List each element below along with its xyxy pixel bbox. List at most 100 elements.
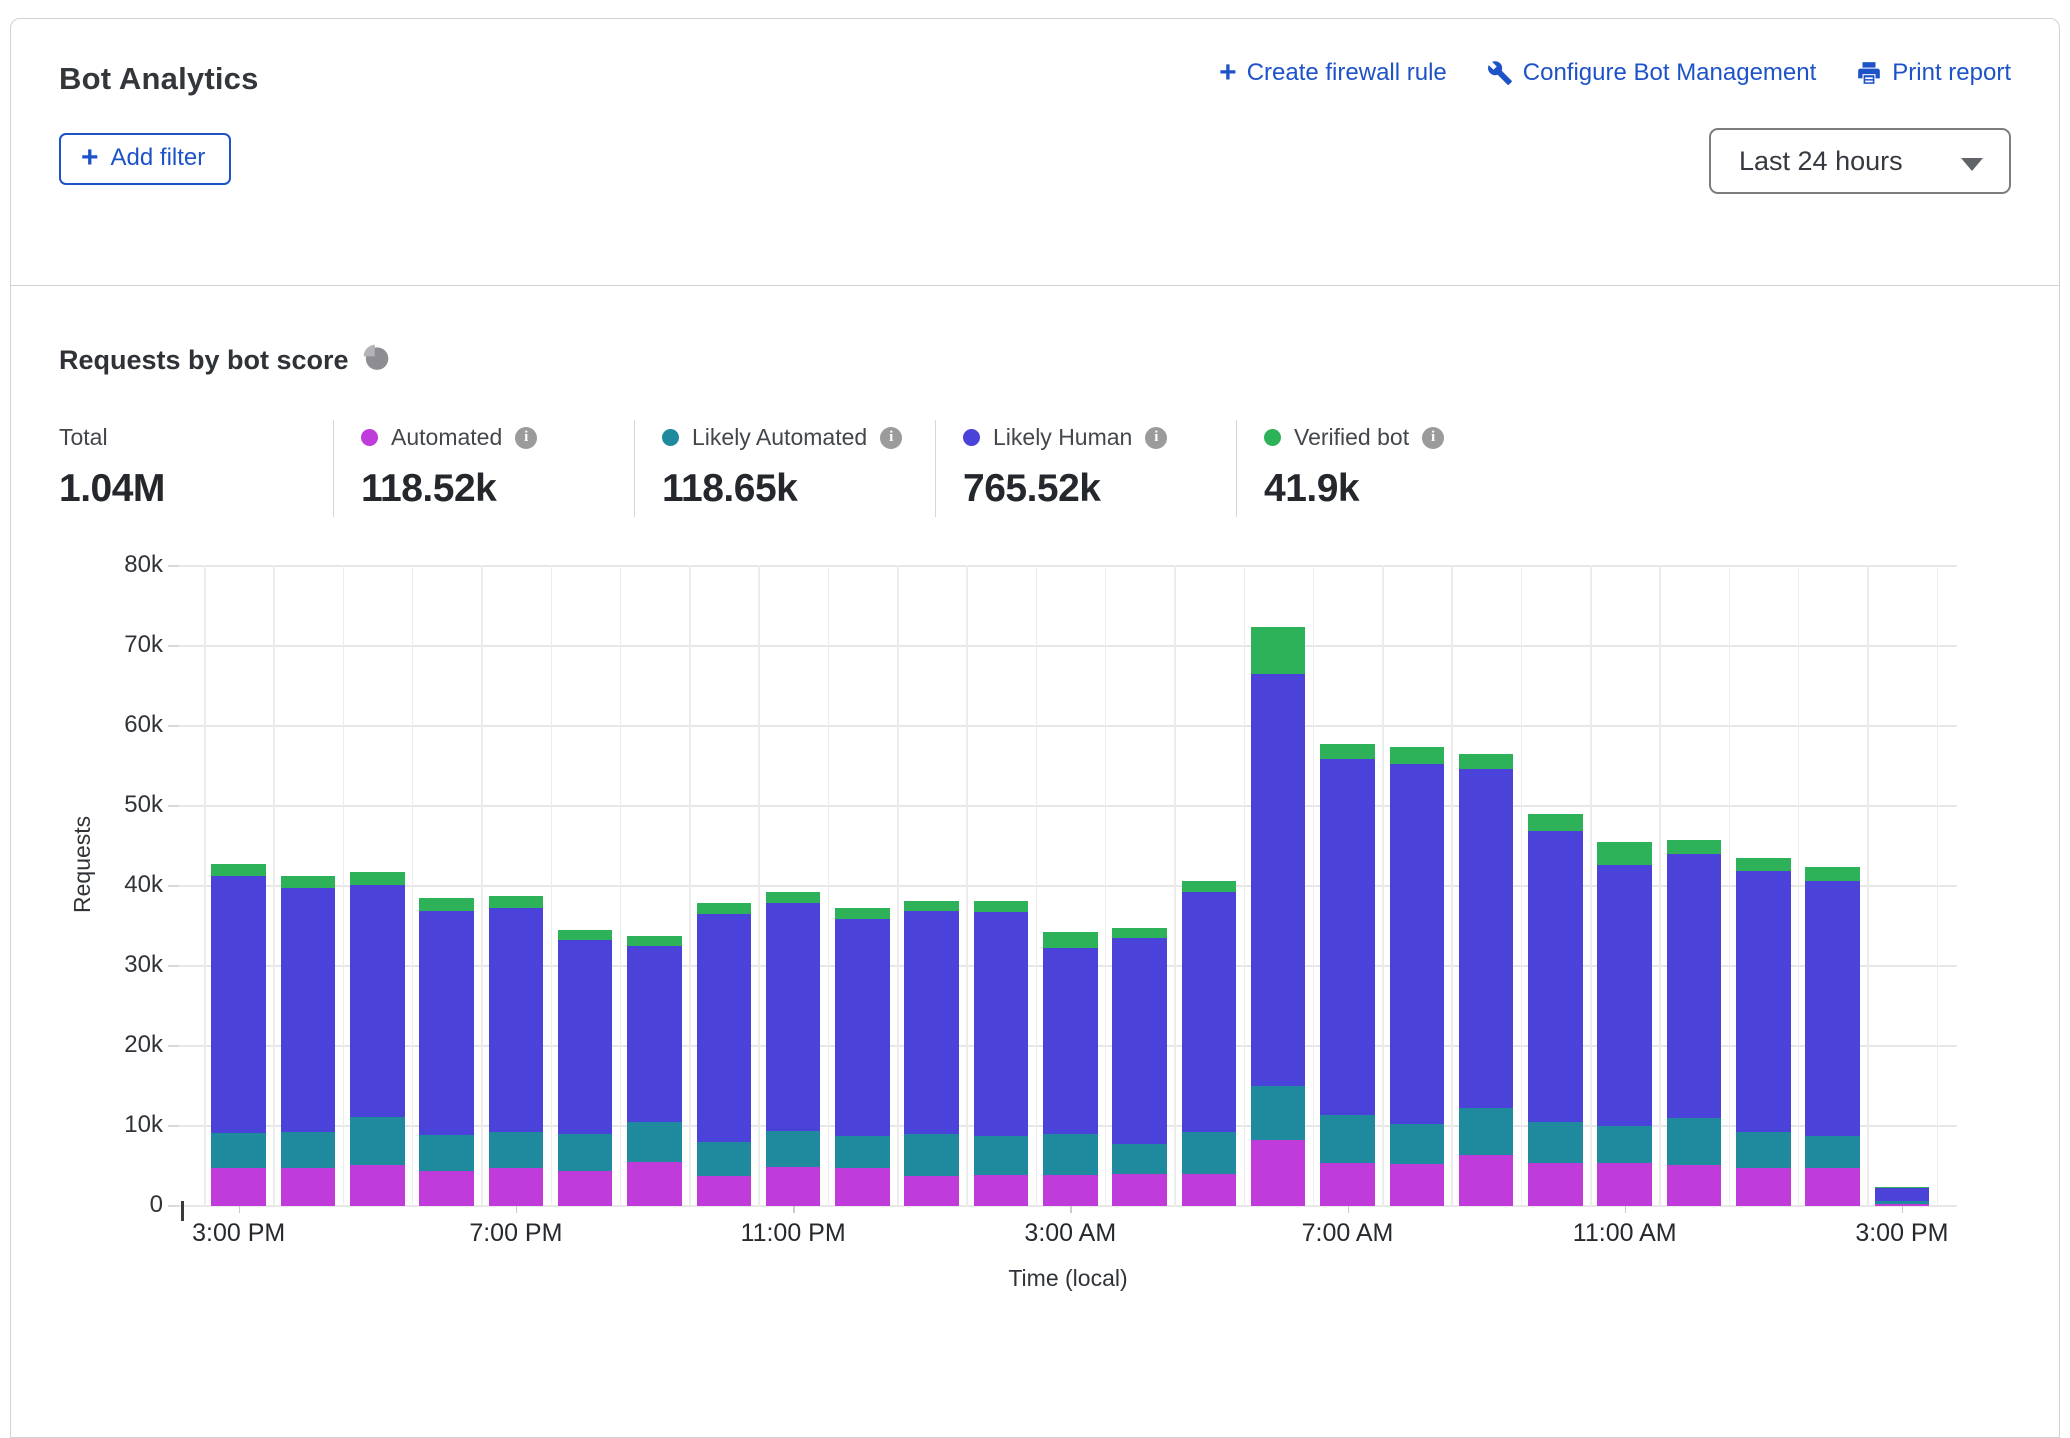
bar[interactable] [1528,814,1583,1206]
stat-automated[interactable]: Automated i 118.52k [333,420,634,517]
bar-segment[interactable] [1805,1168,1860,1206]
bar-segment[interactable] [1805,1136,1860,1168]
bar-segment[interactable] [1390,1124,1445,1164]
bar-segment[interactable] [1597,1163,1652,1206]
bar[interactable] [1390,747,1445,1206]
bar-segment[interactable] [1043,1134,1098,1175]
bar-segment[interactable] [974,1175,1029,1206]
bar[interactable] [835,908,890,1206]
bar[interactable] [350,872,405,1206]
bar-segment[interactable] [1390,1164,1445,1206]
bar-segment[interactable] [835,919,890,1136]
bar-segment[interactable] [766,903,821,1131]
bar-segment[interactable] [419,1171,474,1206]
bar-segment[interactable] [1390,764,1445,1124]
bar-segment[interactable] [1112,928,1167,938]
bar-segment[interactable] [350,885,405,1117]
bar[interactable] [974,901,1029,1206]
print-report-link[interactable]: Print report [1856,59,2011,87]
bar-segment[interactable] [1251,674,1306,1086]
bar-segment[interactable] [1875,1187,1930,1188]
bar-segment[interactable] [627,936,682,946]
bar-segment[interactable] [1112,1144,1167,1174]
info-icon[interactable]: i [1145,427,1167,449]
bar[interactable] [1320,744,1375,1206]
bar-segment[interactable] [419,911,474,1135]
bar[interactable] [1459,754,1514,1206]
bar-segment[interactable] [1251,627,1306,674]
bar-segment[interactable] [211,1133,266,1168]
bar-segment[interactable] [1459,754,1514,769]
bar-segment[interactable] [1459,769,1514,1108]
bar-segment[interactable] [627,1162,682,1206]
bar[interactable] [1875,1187,1930,1206]
bar[interactable] [281,876,336,1206]
bar-segment[interactable] [489,908,544,1133]
bar-segment[interactable] [1667,840,1722,854]
bar-segment[interactable] [1112,1174,1167,1206]
bar-segment[interactable] [1320,1163,1375,1206]
bar-segment[interactable] [1320,1115,1375,1163]
bar-segment[interactable] [1597,865,1652,1126]
bar-segment[interactable] [697,903,752,914]
bar-segment[interactable] [350,1117,405,1165]
bar-segment[interactable] [281,876,336,887]
bar[interactable] [1597,842,1652,1206]
bar[interactable] [1182,881,1237,1206]
add-filter-button[interactable]: + Add filter [59,133,231,185]
bar-segment[interactable] [974,912,1029,1136]
info-icon[interactable]: i [515,427,537,449]
bar-segment[interactable] [1736,858,1791,871]
bar-segment[interactable] [419,1135,474,1171]
bar-segment[interactable] [1875,1201,1930,1203]
bar[interactable] [419,898,474,1206]
bar[interactable] [1736,858,1791,1206]
configure-bot-management-link[interactable]: Configure Bot Management [1487,59,1817,87]
bar[interactable] [211,864,266,1206]
bar-segment[interactable] [697,914,752,1142]
bar-segment[interactable] [558,1171,613,1206]
bar-segment[interactable] [211,864,266,875]
bar[interactable] [904,901,959,1206]
bar-segment[interactable] [211,876,266,1134]
bar-segment[interactable] [1043,932,1098,947]
bar-segment[interactable] [350,1165,405,1206]
bar[interactable] [489,896,544,1206]
bar-segment[interactable] [558,1134,613,1171]
bar-segment[interactable] [1182,1174,1237,1206]
bar-segment[interactable] [1875,1188,1930,1202]
bar[interactable] [1667,840,1722,1206]
bar-segment[interactable] [558,930,613,940]
bar-segment[interactable] [1390,747,1445,764]
bar-segment[interactable] [1805,881,1860,1136]
bar-segment[interactable] [835,1168,890,1206]
bar-segment[interactable] [211,1168,266,1206]
bar-segment[interactable] [835,908,890,919]
bar-segment[interactable] [1528,831,1583,1122]
info-icon[interactable]: i [1422,427,1444,449]
bar-segment[interactable] [281,888,336,1133]
bar-segment[interactable] [1736,871,1791,1132]
bar-segment[interactable] [627,1122,682,1162]
bar-segment[interactable] [1736,1168,1791,1206]
bar-segment[interactable] [1667,1118,1722,1165]
bar[interactable] [766,892,821,1206]
bar-segment[interactable] [1528,1122,1583,1163]
bar-segment[interactable] [1182,1132,1237,1174]
bar-segment[interactable] [1112,938,1167,1144]
bar-segment[interactable] [1320,759,1375,1115]
bar-segment[interactable] [1182,892,1237,1132]
bar[interactable] [697,903,752,1206]
bar[interactable] [1043,932,1098,1206]
bar-segment[interactable] [627,946,682,1122]
bar-segment[interactable] [1251,1086,1306,1140]
info-icon[interactable]: i [880,427,902,449]
bar-segment[interactable] [766,1131,821,1167]
bar-segment[interactable] [1182,881,1237,892]
bar-segment[interactable] [489,1168,544,1206]
bar-segment[interactable] [281,1132,336,1167]
stat-verified-bot[interactable]: Verified bot i 41.9k [1236,420,1537,517]
bar[interactable] [1805,867,1860,1206]
bar-segment[interactable] [835,1136,890,1168]
bar-segment[interactable] [1043,1175,1098,1206]
